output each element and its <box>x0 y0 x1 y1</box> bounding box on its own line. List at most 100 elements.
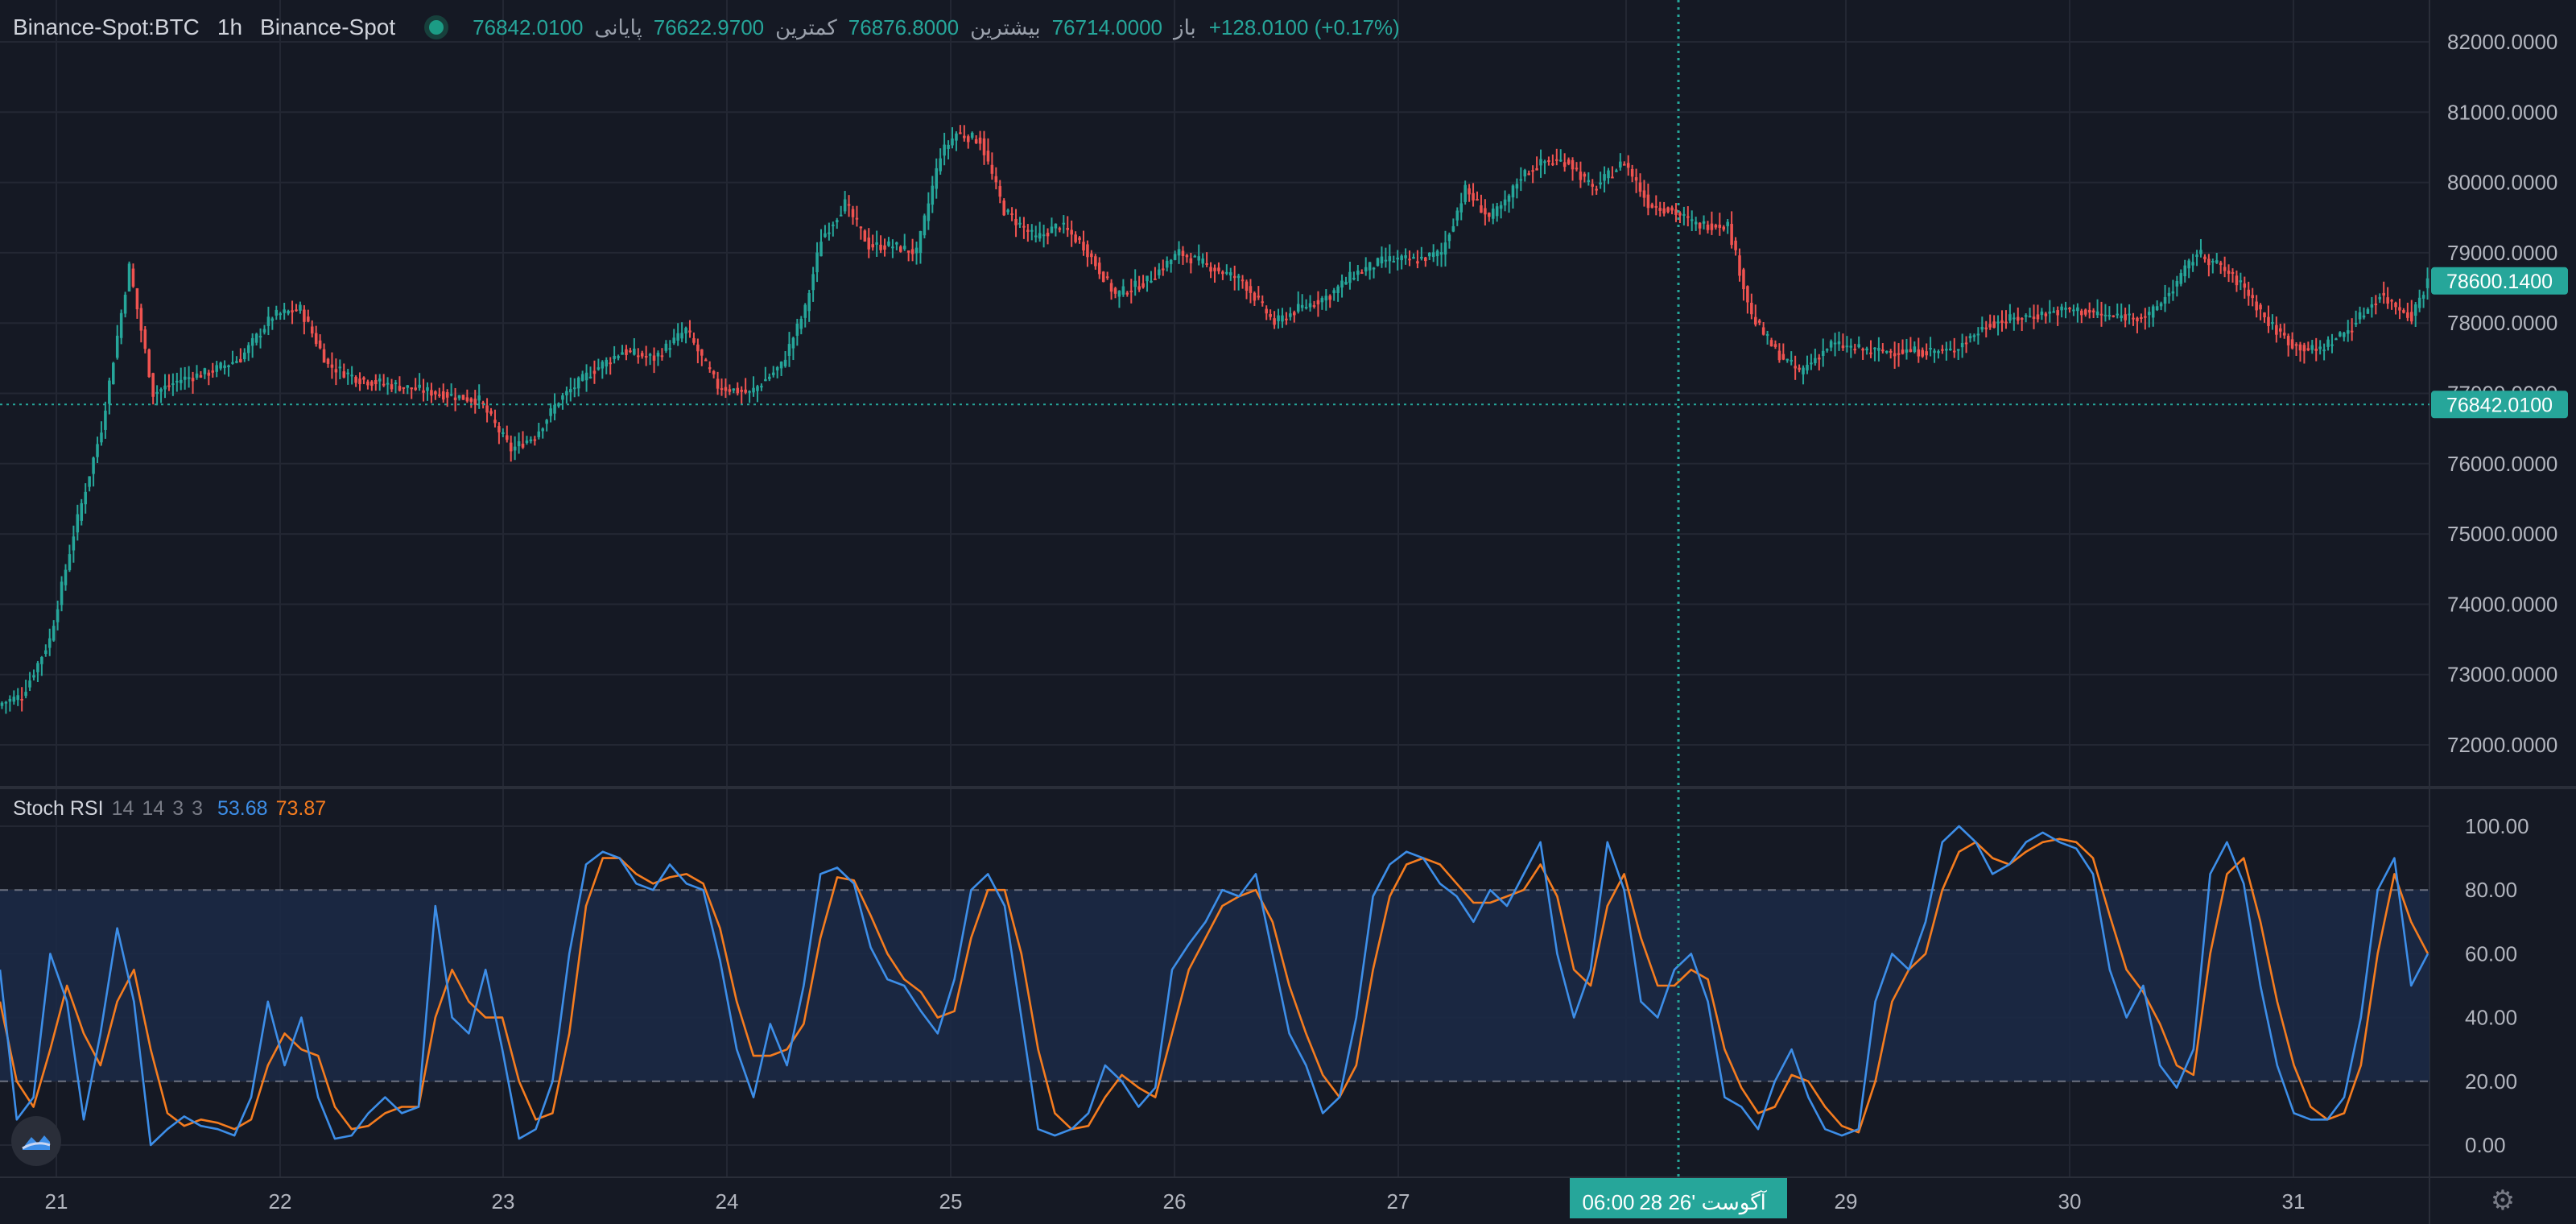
candle <box>1996 315 2000 336</box>
candle <box>143 325 147 354</box>
last-price-badge-bg <box>2431 391 2568 419</box>
candle-body <box>629 350 632 353</box>
candle <box>955 131 958 151</box>
candle <box>704 358 708 362</box>
last-price-badge: 76842.0100 <box>2446 394 2553 416</box>
candle-body <box>2140 316 2143 319</box>
candle <box>1392 255 1396 263</box>
candle <box>338 359 342 379</box>
candle-body <box>684 328 687 334</box>
candle-body <box>1718 224 1722 228</box>
candle-body <box>2330 344 2334 346</box>
candle-body <box>2298 344 2302 351</box>
candle-body <box>1841 345 1845 349</box>
candle-body <box>1785 358 1790 361</box>
candle <box>553 393 556 420</box>
timeframe-label[interactable]: 1h <box>217 14 243 39</box>
candle <box>529 436 533 444</box>
candle-body <box>1877 348 1880 351</box>
candle <box>1181 246 1185 265</box>
candle-body <box>1765 333 1769 336</box>
candle-body <box>2163 296 2167 304</box>
candle <box>2298 341 2302 362</box>
candle <box>752 376 755 397</box>
candle <box>60 576 64 612</box>
candle-body <box>1495 206 1499 217</box>
candle-body <box>2056 310 2059 316</box>
candle-body <box>1794 366 1797 369</box>
candle <box>1511 184 1515 209</box>
candle-body <box>1133 280 1137 287</box>
brand-logo-icon[interactable] <box>11 1116 61 1166</box>
candle <box>1034 225 1038 243</box>
candle-body <box>1431 252 1435 258</box>
candle <box>191 371 195 394</box>
candle <box>1241 275 1245 289</box>
candle <box>1773 340 1777 349</box>
candle-body <box>899 246 902 252</box>
candle-body <box>959 132 962 134</box>
candle <box>2358 306 2362 325</box>
candle-body <box>2310 345 2314 350</box>
candle <box>2215 253 2219 264</box>
candle <box>485 398 489 423</box>
candle <box>951 126 954 149</box>
candle <box>545 419 548 432</box>
candle-body <box>1205 263 1208 265</box>
candle <box>0 701 4 709</box>
candle <box>910 238 914 262</box>
candle <box>1236 273 1241 291</box>
candle-body <box>1571 159 1575 170</box>
candle-body <box>1583 173 1587 177</box>
candle-body <box>1026 229 1030 232</box>
candle-body <box>2263 312 2266 318</box>
candle-body <box>923 215 927 236</box>
candle <box>1877 337 1880 362</box>
candle <box>2306 341 2310 352</box>
candle <box>1563 153 1567 172</box>
candle <box>1162 259 1165 276</box>
candle <box>92 456 95 487</box>
candle-body <box>2147 312 2151 316</box>
candle <box>438 387 441 398</box>
candle-body <box>752 387 755 393</box>
candle-body <box>318 340 322 349</box>
candle-body <box>203 368 207 374</box>
candle-body <box>1507 195 1511 202</box>
symbol-label[interactable]: Binance-Spot:BTC <box>13 14 200 39</box>
candle <box>1424 256 1427 267</box>
candle <box>1261 295 1265 307</box>
candle-body <box>1611 176 1614 179</box>
candle <box>2417 289 2421 312</box>
candle <box>592 360 597 384</box>
candle-body <box>1018 222 1022 225</box>
candle <box>1225 264 1228 275</box>
candle-body <box>1109 283 1113 292</box>
candle-body <box>1468 188 1471 195</box>
candle-body <box>2378 297 2382 300</box>
candle <box>1980 316 1984 333</box>
candle-body <box>1845 345 1849 348</box>
candle <box>1555 148 1558 166</box>
candle-body <box>1181 250 1185 256</box>
candle <box>1201 253 1204 268</box>
candle <box>1964 336 1968 354</box>
candle-body <box>147 349 151 378</box>
candle <box>1384 247 1388 268</box>
candle-body <box>704 359 708 362</box>
candle <box>2107 306 2112 320</box>
candle-body <box>28 680 31 688</box>
candle <box>1141 275 1145 289</box>
candle-body <box>617 356 620 358</box>
candle-body <box>1726 221 1729 226</box>
candle <box>839 205 843 217</box>
indicator-param: 14 <box>111 797 134 820</box>
time-tick-label: 21 <box>45 1189 68 1214</box>
candle-body <box>835 220 839 223</box>
candle-body <box>426 387 429 391</box>
candle-body <box>1042 234 1046 237</box>
settings-gear-icon[interactable]: ⚙ <box>2490 1185 2516 1216</box>
indicator-legend[interactable]: Stoch RSI 14 14 3 3 53.68 73.87 <box>13 797 326 821</box>
candle <box>1753 304 1757 327</box>
